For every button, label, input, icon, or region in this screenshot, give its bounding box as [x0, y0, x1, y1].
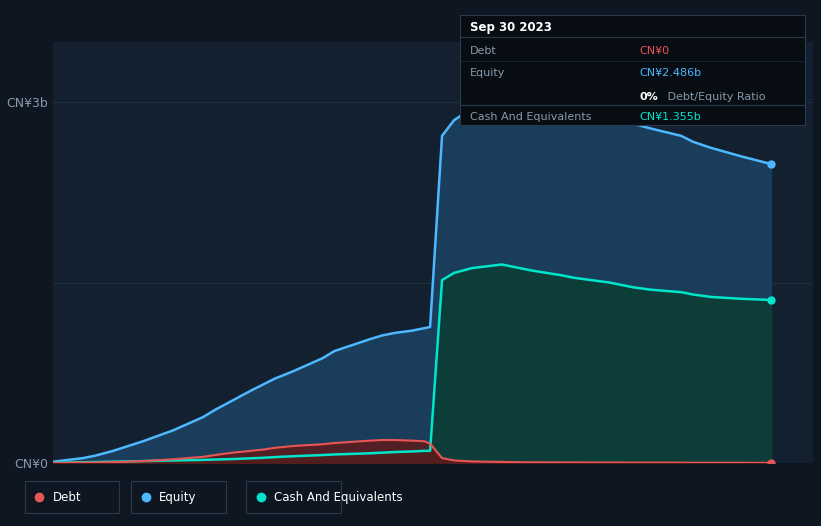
Text: Sep 30 2023: Sep 30 2023 [470, 21, 553, 34]
Text: CN¥0: CN¥0 [640, 46, 669, 56]
Text: Equity: Equity [159, 491, 197, 504]
Text: CN¥2.486b: CN¥2.486b [640, 68, 701, 78]
Text: Debt/Equity Ratio: Debt/Equity Ratio [663, 92, 765, 102]
Text: Equity: Equity [470, 68, 506, 78]
Text: Debt: Debt [470, 46, 497, 56]
Text: CN¥1.355b: CN¥1.355b [640, 112, 701, 122]
Text: Cash And Equivalents: Cash And Equivalents [274, 491, 403, 504]
Text: Cash And Equivalents: Cash And Equivalents [470, 112, 592, 122]
Text: 0%: 0% [640, 92, 658, 102]
Text: Debt: Debt [53, 491, 81, 504]
